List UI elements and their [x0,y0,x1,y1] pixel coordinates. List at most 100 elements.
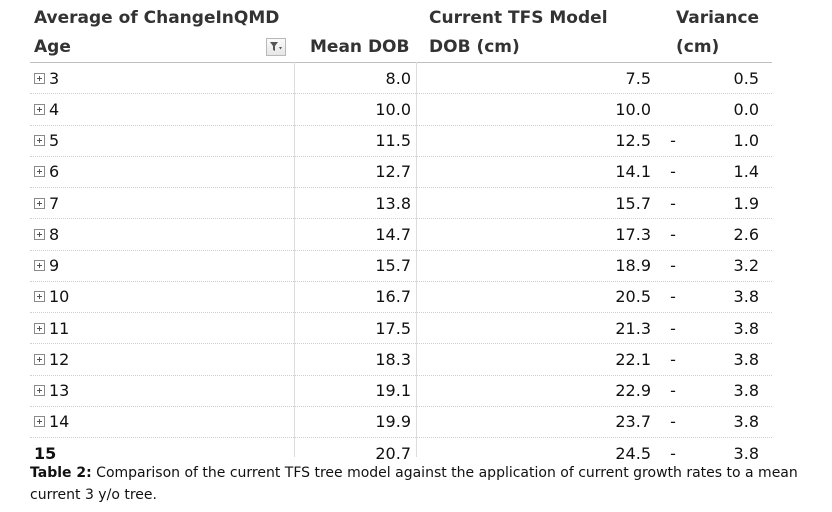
negative-sign: - [670,162,676,182]
expand-plus-icon[interactable] [34,353,45,365]
table-row: 4 10.0 10.0 0.0 [30,94,772,126]
negative-sign: - [670,224,676,244]
tfs-dob-cell: 22.1 [615,349,651,369]
negative-sign: - [670,349,676,369]
table-row: 8 14.7 17.3- 2.6 [30,219,772,251]
age-header: Age [34,37,71,57]
column-divider [416,62,417,457]
age-value: 10 [49,287,70,307]
variance-cell: 3.8 [733,349,759,369]
negative-sign: - [670,193,676,213]
age-value: 7 [49,193,60,213]
caption-text: Comparison of the current TFS tree model… [30,465,798,503]
expand-plus-icon[interactable] [34,135,45,147]
age-value: 13 [49,381,70,401]
table-row: 3 8.0 7.5 0.5 [30,63,772,95]
table-caption: Table 2: Comparison of the current TFS t… [30,462,820,506]
tfs-dob-cell: 12.5 [615,131,651,151]
negative-sign: - [670,256,676,276]
mean-dob-header: Mean DOB [310,37,410,57]
mean-dob-cell: 14.7 [375,224,411,244]
age-value: 8 [49,224,60,244]
negative-sign: - [670,443,676,463]
column-divider [294,62,295,457]
table-row: 7 13.8 15.7- 1.9 [30,188,772,220]
pivot-value-label: Average of ChangeInQMD [34,7,280,28]
age-value: 5 [49,131,60,151]
tfs-dob-cell: 21.3 [615,318,651,338]
tfs-dob-cell: 20.5 [615,287,651,307]
age-value: 9 [49,256,60,276]
mean-dob-cell: 13.8 [375,193,411,213]
expand-plus-icon[interactable] [34,260,45,272]
table-body: 3 8.0 7.5 0.5 4 10.0 10.0 0.0 5 11.5 12.5-1.0 6 12.7… [30,63,772,468]
mean-dob-cell: 17.5 [375,318,411,338]
mean-dob-cell: 19.9 [375,412,411,432]
age-value: 6 [49,162,60,182]
table-row: 11 17.5 21.3- 3.8 [30,313,772,345]
age-cell: 9 [34,251,294,281]
header-row-2: Age Mean DOB DOB (cm) (cm) [30,32,772,63]
expand-plus-icon[interactable] [34,385,45,397]
variance-cell: 3.8 [733,412,759,432]
table-row: 10 16.7 20.5- 3.8 [30,282,772,313]
expand-plus-icon[interactable] [34,72,45,84]
variance-cell: 3.8 [733,318,759,338]
table-row: 5 11.5 12.5- 1.0 [30,126,772,157]
expand-plus-icon[interactable] [34,197,45,209]
table-row: 13 19.1 22.9- 3.8 [30,376,772,407]
filter-dropdown-icon[interactable] [266,38,286,56]
tfs-dob-cell: 22.9 [615,381,651,401]
variance-cell: 0.0 [733,99,759,119]
table-row: 6 12.7 14.1- 1.4 [30,157,772,188]
pivot-table: Average of ChangeInQMD Current TFS Model… [30,3,772,468]
variance-cell: 0.5 [733,68,759,88]
expand-plus-icon[interactable] [34,166,45,178]
variance-header: Variance [676,7,760,28]
tfs-dob-cell: 18.9 [615,256,651,276]
variance-cell: 2.6 [733,224,759,244]
mean-dob-cell: 16.7 [375,287,411,307]
negative-sign: - [670,381,676,401]
mean-dob-cell: 12.7 [375,162,411,182]
age-cell: 13 [34,376,294,406]
age-cell: 10 [34,282,294,312]
tfs-dob-cell: 7.5 [625,68,651,88]
mean-dob-cell: 19.1 [375,381,411,401]
table-row: 14 19.9 23.7- 3.8 [30,407,772,438]
variance-cell: 3.8 [733,381,759,401]
expand-plus-icon[interactable] [34,291,45,303]
age-cell: 15 [34,438,294,468]
negative-sign: - [670,131,676,151]
variance-unit-header: (cm) [676,37,720,57]
age-value: 4 [49,99,60,119]
negative-sign: - [670,287,676,307]
mean-dob-cell: 8.0 [385,68,411,88]
age-cell: 3 [34,63,294,93]
variance-cell: 1.0 [733,131,759,151]
variance-cell: 3.2 [733,256,759,276]
age-value: 3 [49,68,60,88]
negative-sign: - [670,412,676,432]
tfs-dob-cell: 24.5 [615,443,651,463]
age-cell: 4 [34,94,294,124]
tfs-dob-header: DOB (cm) [429,37,520,57]
age-value: 11 [49,318,70,338]
table-row: 12 18.3 22.1- 3.8 [30,344,772,376]
variance-cell: 1.9 [733,193,759,213]
negative-sign: - [670,318,676,338]
tfs-dob-cell: 15.7 [615,193,651,213]
variance-cell: 3.8 [733,443,759,463]
variance-cell: 1.4 [733,162,759,182]
expand-plus-icon[interactable] [34,103,45,115]
expand-plus-icon[interactable] [34,228,45,240]
variance-cell: 3.8 [733,287,759,307]
expand-plus-icon[interactable] [34,416,45,428]
expand-plus-icon[interactable] [34,322,45,334]
tfs-dob-cell: 14.1 [615,162,651,182]
mean-dob-cell: 18.3 [375,349,411,369]
mean-dob-cell: 15.7 [375,256,411,276]
age-value: 14 [49,412,70,432]
age-cell: 8 [34,219,294,249]
tfs-dob-cell: 23.7 [615,412,651,432]
